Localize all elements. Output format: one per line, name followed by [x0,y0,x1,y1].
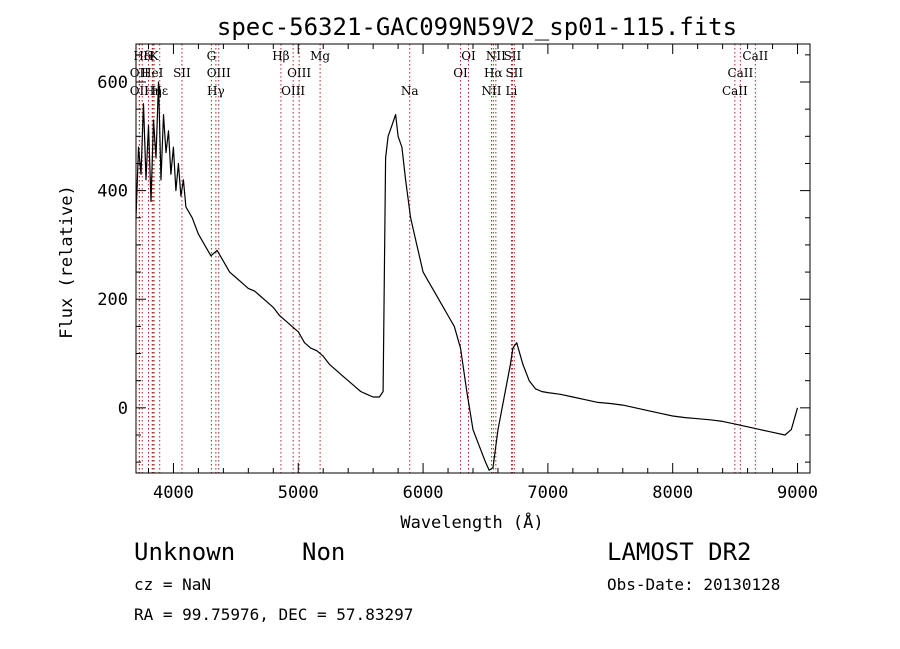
x-axis-label: Wavelength (Å) [400,511,543,533]
spectral-line-label: Hδ [133,49,151,63]
spectral-line-label: OIII [281,84,305,98]
spectral-line-label: Hα [484,66,503,80]
spectral-line-label: SII [504,49,522,63]
y-tick-label: 600 [97,73,128,93]
y-axis-label: Flux (relative) [57,185,77,339]
spectral-line-label: OI [461,49,476,63]
spectral-line-label: NII [481,84,501,98]
x-tick-label: 4000 [153,483,194,503]
spectral-line-label: OIII [207,66,231,80]
x-tick-label: 5000 [278,483,319,503]
spectral-line-label: OI [453,66,468,80]
spectral-line-label: CaII [727,66,753,80]
spectral-line-label: Hβ [272,49,289,63]
spectral-line-label: Hη [144,84,162,98]
spectral-line-label: Mg [310,49,330,63]
spectral-line-label: Hε [151,84,168,98]
redshift-cz: cz = NaN [134,575,212,594]
spectral-line-label: OII [130,84,150,98]
spectral-line-label: Li [506,84,518,98]
spectral-line-label: HeI [141,66,164,80]
spectral-line-label: SII [505,66,523,80]
plot-frame [135,43,811,474]
y-tick-label: 200 [97,290,128,310]
spectral-line-label: Hγ [207,84,225,98]
survey-name: LAMOST DR2 [607,538,752,566]
x-tick-label: 6000 [403,483,444,503]
spectral-line-label: CaII [722,84,748,98]
spectral-line-label: SII [173,66,191,80]
spectral-line-label: G [207,49,217,63]
object-subclass: Non [302,538,346,566]
coordinates: RA = 99.75976, DEC = 57.83297 [134,605,414,624]
x-tick-label: 9000 [777,483,818,503]
spectral-line-label: CaII [742,49,768,63]
obs-date: Obs-Date: 20130128 [607,575,781,594]
y-tick-label: 0 [118,399,128,419]
spectral-line-label: OIII [287,66,311,80]
chart-title: spec-56321-GAC099N59V2_sp01-115.fits [217,13,737,41]
y-tick-label: 400 [97,182,128,202]
spectral-line-label: Na [401,84,419,98]
x-tick-label: 7000 [527,483,568,503]
spectrum-line [135,81,799,471]
spectral-line-label: K [150,49,160,63]
spectral-line-label: H [143,49,153,63]
object-class: Unknown [134,538,236,566]
x-tick-label: 8000 [652,483,693,503]
spectral-line-label: NII [486,49,506,63]
plot-area: 4000 5000 6000 7000 8000 90000200400600HδHKOI… [97,43,818,503]
spectral-line-label: OII [130,66,150,80]
